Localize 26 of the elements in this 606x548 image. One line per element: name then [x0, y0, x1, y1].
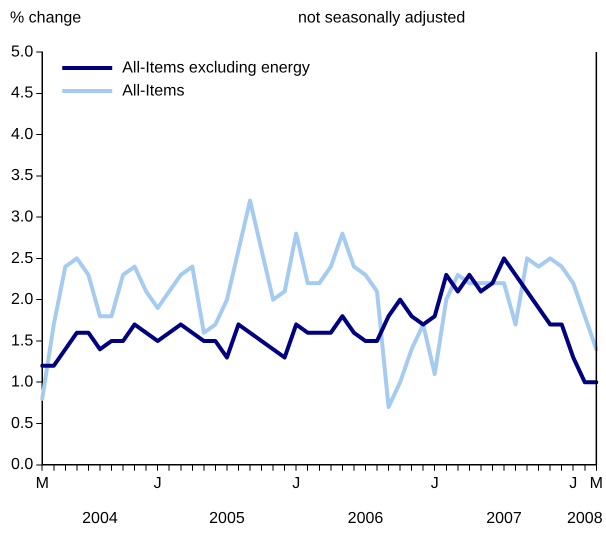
x-tick-label: M: [36, 474, 49, 492]
x-tick-label: J: [430, 474, 439, 492]
y-tick-label: 4.0: [10, 126, 34, 143]
x-tick-label: J: [154, 474, 162, 492]
x-tick-label: J: [292, 474, 300, 492]
y-tick-label: 3.5: [10, 167, 34, 184]
y-tick-label: 1.5: [10, 332, 34, 350]
text: 2006: [348, 510, 384, 528]
text: 2008: [566, 510, 603, 528]
y-axis-title: % change: [10, 9, 82, 26]
y-tick-label: 3.0: [10, 208, 34, 226]
y-tick-label: 2.0: [10, 291, 34, 308]
legend-label: All-Items: [122, 82, 184, 100]
y-tick-label: 4.5: [10, 84, 34, 102]
chart-subtitle: not seasonally adjusted: [298, 9, 466, 26]
y-tick-label: 2.5: [10, 250, 34, 267]
text: 2004: [82, 510, 118, 528]
y-tick-label: 1.0: [10, 374, 34, 391]
x-tick-label: M: [590, 474, 603, 492]
x-tick-label: J: [569, 474, 578, 492]
y-tick-label: 0.0: [10, 456, 34, 474]
text: 2005: [209, 510, 245, 528]
legend-label: All-Items excluding energy: [122, 59, 310, 76]
y-tick-label: 5.0: [10, 43, 34, 60]
y-tick-label: 0.5: [10, 414, 34, 432]
text: 2007: [486, 510, 522, 528]
